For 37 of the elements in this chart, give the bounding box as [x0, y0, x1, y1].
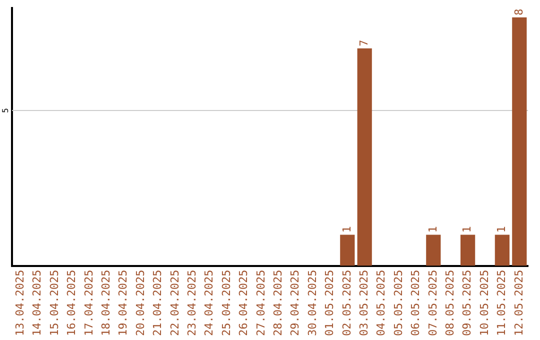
x-tick-label: 28.04.2025: [271, 270, 284, 336]
data-label: 1: [460, 226, 474, 233]
data-label: 7: [357, 40, 370, 46]
x-tick-label: 09.05.2025: [460, 270, 474, 336]
x-tick-label: 21.04.2025: [151, 270, 164, 336]
x-tick-label: 01.05.2025: [323, 270, 336, 336]
x-tick-label: 04.05.2025: [374, 270, 388, 336]
x-tick-label: 23.04.2025: [185, 270, 198, 336]
x-tick-label: 22.04.2025: [168, 270, 182, 336]
x-tick-label: 14.04.2025: [30, 270, 44, 336]
x-tick-label: 02.05.2025: [340, 270, 354, 336]
x-tick-label: 17.04.2025: [82, 270, 96, 336]
x-tick-label: 24.04.2025: [202, 270, 216, 336]
x-tick-label: 26.04.2025: [237, 270, 250, 336]
x-tick-label: 16.04.2025: [65, 270, 78, 336]
x-tick-label: 19.04.2025: [116, 270, 130, 336]
x-tick-label: 08.05.2025: [443, 270, 456, 336]
x-tick-label: 27.04.2025: [254, 270, 268, 336]
data-label: 1: [340, 226, 354, 233]
x-tick-label: 12.05.2025: [512, 270, 526, 336]
data-label: 8: [512, 8, 526, 16]
x-tick-label: 03.05.2025: [357, 270, 370, 336]
x-tick-label: 18.04.2025: [99, 270, 112, 336]
x-tick-label: 29.04.2025: [288, 270, 302, 336]
x-tick-label: 13.04.2025: [13, 270, 26, 336]
x-tick-label: 30.04.2025: [306, 270, 319, 336]
x-tick-label: 11.05.2025: [495, 270, 508, 336]
x-tick-label: 05.05.2025: [392, 270, 405, 336]
x-tick-label: 06.05.2025: [409, 270, 422, 336]
x-tick-label: 15.04.2025: [48, 270, 61, 336]
x-tick-label: 10.05.2025: [478, 270, 491, 336]
x-tick-label: 25.04.2025: [220, 270, 233, 336]
data-label: 1: [426, 226, 440, 233]
x-tick-label: 07.05.2025: [426, 270, 440, 336]
data-label: 1: [495, 226, 508, 233]
ref-line-label: 5: [1, 108, 10, 113]
x-tick-label: 20.04.2025: [134, 270, 147, 336]
